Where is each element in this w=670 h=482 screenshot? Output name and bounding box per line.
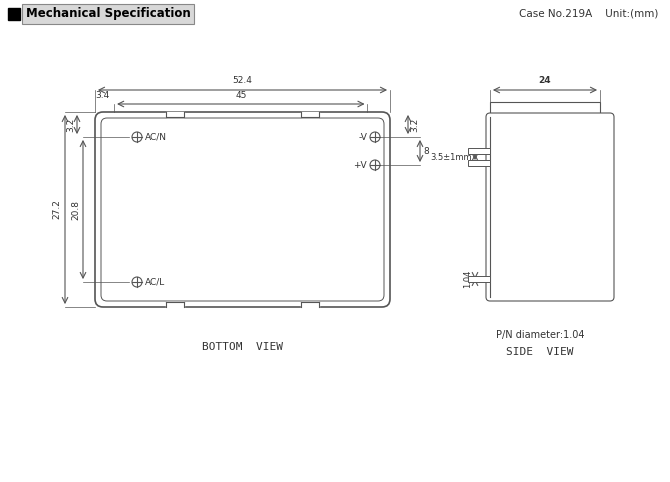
Bar	[468, 160, 490, 166]
Circle shape	[370, 160, 380, 170]
Bar	[166, 112, 184, 117]
FancyBboxPatch shape	[101, 118, 384, 301]
Text: 27.2: 27.2	[52, 200, 61, 219]
Bar	[166, 302, 184, 307]
Text: 24: 24	[539, 76, 551, 85]
Text: Case No.219A    Unit:(mm): Case No.219A Unit:(mm)	[519, 9, 658, 19]
Text: SIDE  VIEW: SIDE VIEW	[507, 347, 574, 357]
Bar	[8, 8, 20, 20]
Bar	[490, 102, 600, 117]
Text: 3.2: 3.2	[410, 118, 419, 132]
Circle shape	[132, 132, 142, 142]
Bar	[468, 148, 490, 154]
Text: 3.4: 3.4	[95, 91, 109, 100]
Text: P/N diameter:1.04: P/N diameter:1.04	[496, 330, 584, 340]
Text: -V: -V	[358, 133, 367, 142]
Text: 1.04: 1.04	[463, 270, 472, 288]
Text: AC/N: AC/N	[145, 133, 167, 142]
Text: +V: +V	[353, 161, 367, 170]
FancyBboxPatch shape	[486, 113, 614, 301]
FancyBboxPatch shape	[95, 112, 390, 307]
Bar	[301, 302, 319, 307]
Circle shape	[370, 132, 380, 142]
Text: 8: 8	[423, 147, 429, 156]
Text: 20.8: 20.8	[71, 200, 80, 219]
Text: Mechanical Specification: Mechanical Specification	[26, 8, 191, 21]
Text: BOTTOM  VIEW: BOTTOM VIEW	[202, 342, 283, 352]
Bar	[468, 276, 490, 282]
Text: 52.4: 52.4	[232, 76, 253, 85]
Text: 3.2: 3.2	[66, 118, 75, 132]
Text: 45: 45	[235, 91, 247, 100]
Bar	[301, 112, 319, 117]
Text: 3.5±1mm: 3.5±1mm	[430, 152, 472, 161]
Text: AC/L: AC/L	[145, 278, 165, 286]
Circle shape	[132, 277, 142, 287]
